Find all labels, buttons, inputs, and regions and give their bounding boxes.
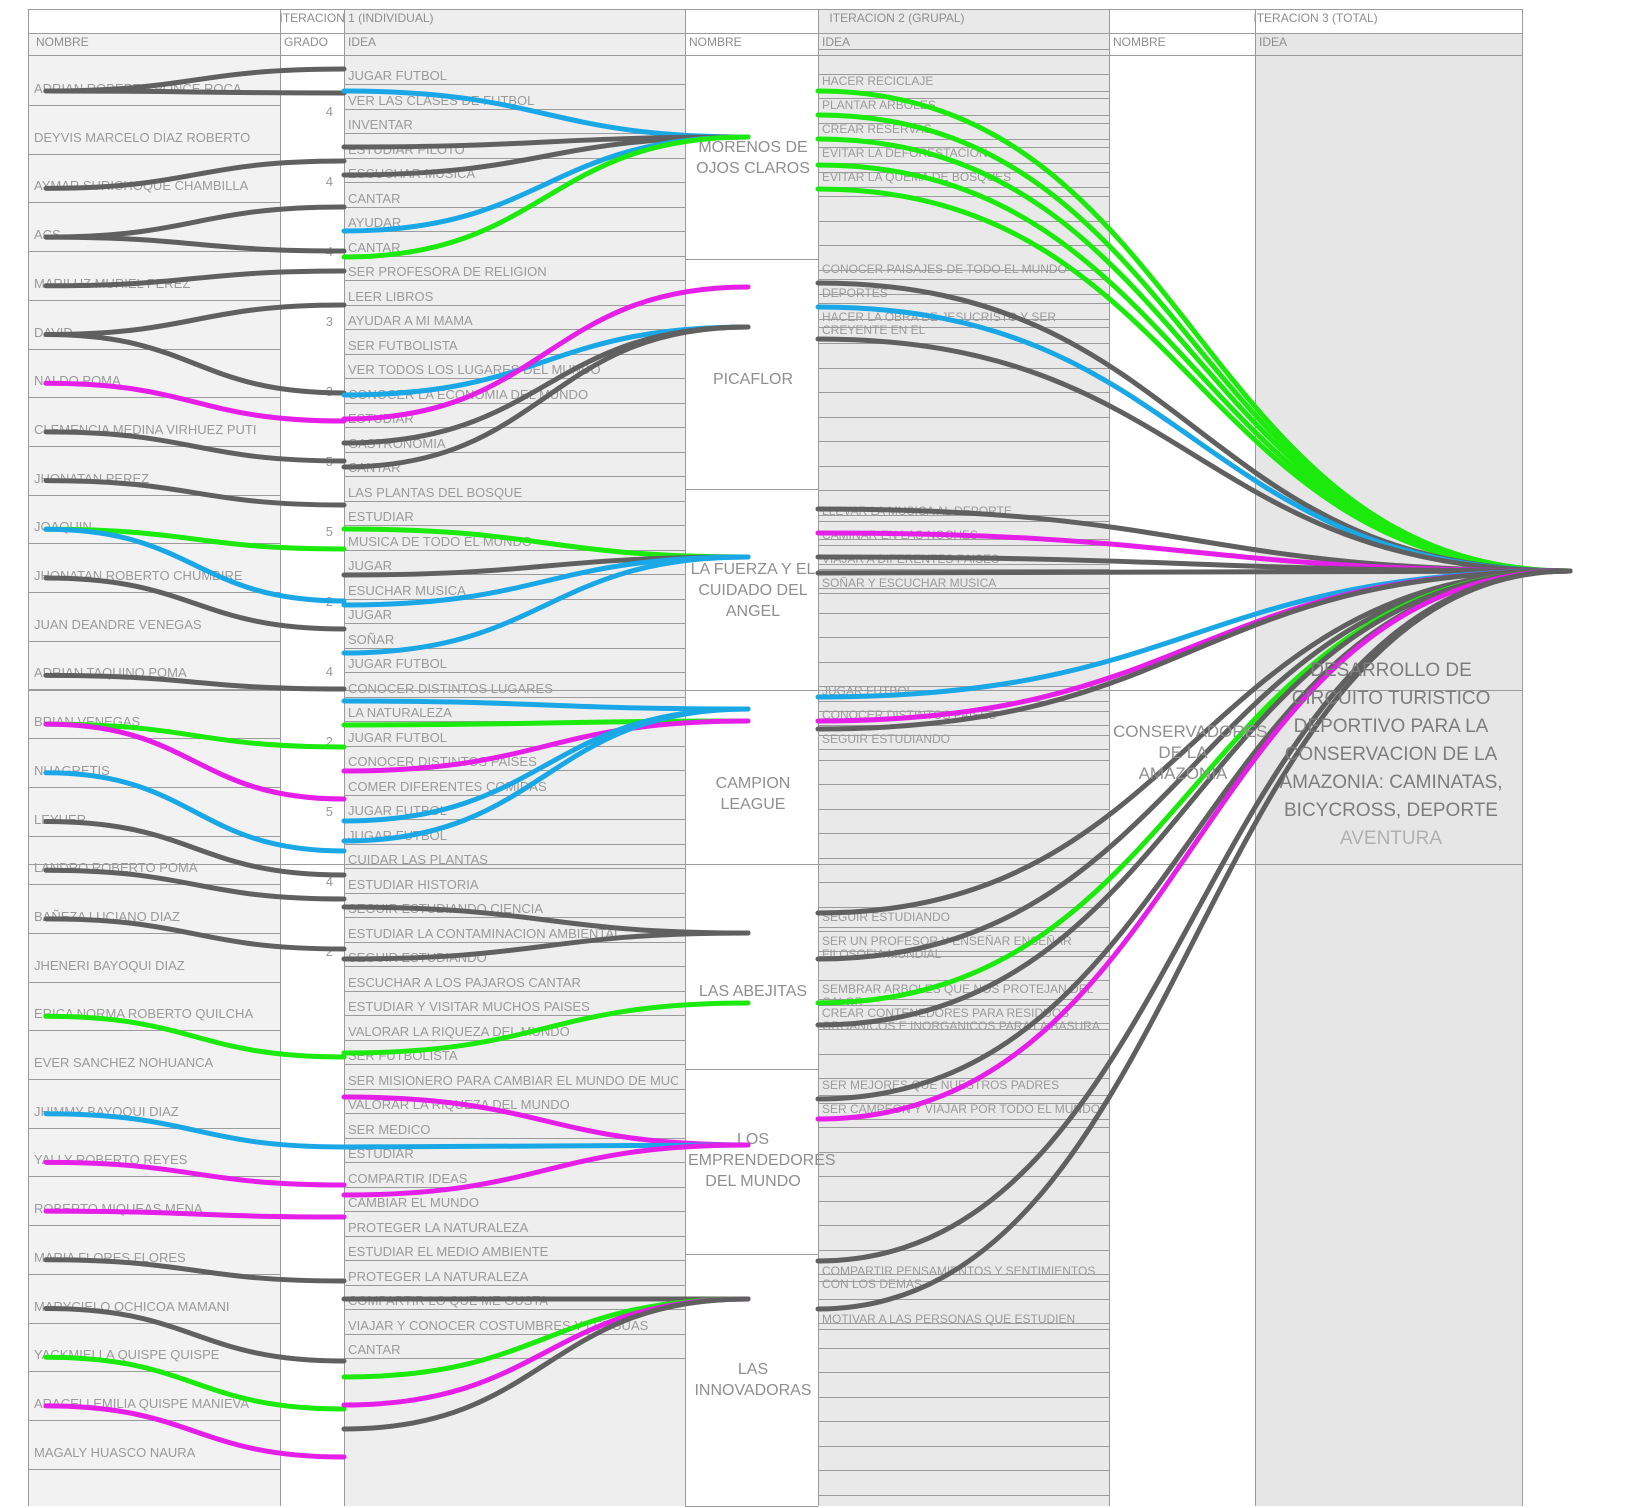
convergence-table: ITERACION 1 (INDIVIDUAL) ITERACION 2 (GR…	[28, 9, 1596, 1506]
student-idea-curve-21	[46, 1016, 344, 1057]
idea-group-curve-8	[344, 327, 748, 467]
idea-group-curve-7	[344, 327, 748, 443]
student-idea-curve-13	[46, 578, 344, 629]
student-idea-curve-0	[46, 69, 344, 91]
student-idea-curve-25	[46, 1260, 344, 1281]
idea-group-curve-21	[344, 1097, 748, 1145]
idea-group-curve-27	[344, 1299, 748, 1429]
iter3-group-name: CONSERVADORES DE LA AMAZONIA	[1113, 721, 1253, 784]
student-idea-curve-22	[46, 1114, 344, 1147]
student-idea-curve-20	[46, 919, 344, 949]
idea-group-curve-3	[344, 137, 748, 231]
final-idea: DESARROLLO DE CIRCUITO TURISTICO DEPORTI…	[1260, 657, 1522, 853]
idea-group-curve-23	[344, 1145, 748, 1195]
final-idea-line-7: AVENTURA	[1260, 825, 1522, 853]
final-idea-line-6: BICYCROSS, DEPORTE	[1260, 797, 1522, 825]
idea-group-curve-0	[344, 91, 748, 137]
student-idea-curve-27	[46, 1357, 344, 1409]
final-idea-line-4: CONSERVACION DE LA	[1260, 741, 1522, 769]
idea-group-curve-19	[344, 933, 748, 959]
idea-group-curve-17	[344, 709, 748, 841]
student-idea-curve-14	[46, 675, 344, 689]
idea2-final-curve-1	[818, 115, 1570, 571]
student-idea-curve-4	[46, 237, 344, 251]
student-idea-curve-5	[46, 271, 344, 286]
student-idea-curve-24	[46, 1211, 344, 1217]
idea2-final-curve-11	[818, 571, 1570, 573]
idea-group-curve-13	[344, 701, 748, 709]
student-idea-curve-1	[46, 91, 344, 93]
student-idea-curve-17	[46, 773, 344, 851]
idea-group-curve-26	[344, 1299, 748, 1405]
idea2-final-curve-0	[818, 91, 1570, 571]
group-divider	[685, 1506, 818, 1507]
student-idea-curve-3	[46, 207, 344, 237]
idea2-final-curve-5	[818, 283, 1570, 571]
student-idea-curve-10	[46, 481, 344, 505]
student-idea-curve-26	[46, 1309, 344, 1362]
idea2-final-curve-4	[818, 189, 1570, 571]
student-idea-curve-2	[46, 161, 344, 188]
final-idea-line-2: CIRCUITO TURISTICO	[1260, 685, 1522, 713]
student-idea-curve-28	[46, 1406, 344, 1457]
student-idea-curve-6	[46, 305, 344, 335]
idea-group-curve-20	[344, 1003, 748, 1053]
student-idea-curve-9	[46, 432, 344, 461]
idea-group-curve-18	[344, 907, 748, 933]
final-idea-line-5: AMAZONIA: CAMINATAS,	[1260, 769, 1522, 797]
final-idea-line-1: DESARROLLO DE	[1260, 657, 1522, 685]
idea-group-curve-9	[344, 529, 748, 557]
final-idea-line-3: DEPORTIVO PARA LA	[1260, 713, 1522, 741]
student-idea-curve-23	[46, 1162, 344, 1185]
